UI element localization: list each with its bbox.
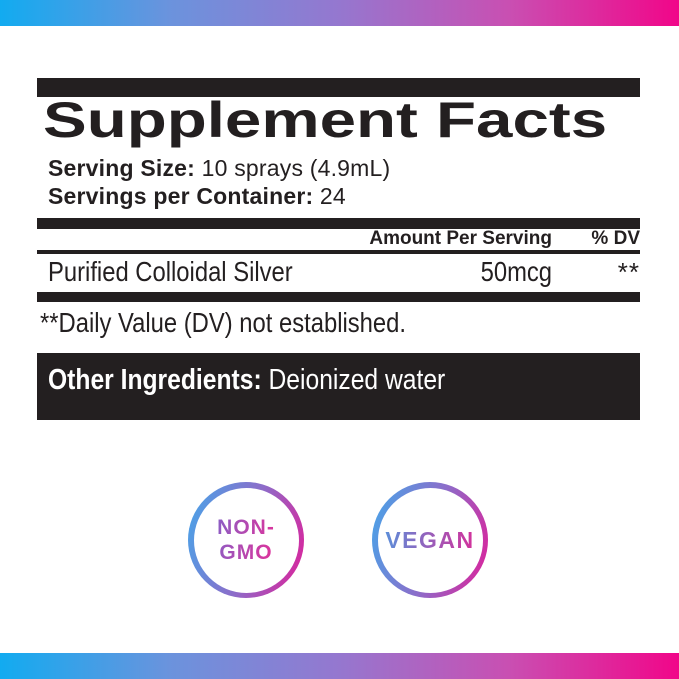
- ingredient-amount-cell: 50mcg: [468, 256, 552, 288]
- mid-black-bar: [37, 218, 640, 229]
- ingredient-rule: [37, 292, 640, 302]
- serving-size-label: Serving Size:: [48, 155, 196, 181]
- vegan-badge-label: VEGAN: [385, 527, 475, 553]
- ingredient-dv-cell: **: [617, 256, 640, 287]
- ingredient-name-cell: Purified Colloidal Silver: [48, 256, 468, 288]
- column-header-row: Amount Per Serving % DV: [48, 228, 640, 250]
- table-row: Purified Colloidal Silver 50mcg **: [48, 252, 640, 292]
- other-ingredients-text: Other Ingredients: Deionized water: [48, 363, 445, 397]
- bottom-gradient-bar: [0, 653, 679, 679]
- other-ingredients-line: Other Ingredients: Deionized water: [48, 363, 629, 397]
- servings-per-container-line: Servings per Container: 24: [48, 182, 628, 210]
- non-gmo-badge: NON- GMO: [188, 482, 304, 598]
- ingredient-amount: 50mcg: [480, 256, 552, 287]
- serving-info: Serving Size: 10 sprays (4.9mL) Servings…: [48, 154, 628, 210]
- vegan-badge-inner: VEGAN: [377, 487, 483, 593]
- serving-size-line: Serving Size: 10 sprays (4.9mL): [48, 154, 628, 182]
- header-rule: [37, 250, 640, 254]
- other-ingredients-label: Other Ingredients:: [48, 364, 262, 396]
- servings-per-container-label: Servings per Container:: [48, 183, 314, 209]
- page-title: Supplement Facts: [43, 92, 608, 148]
- top-gradient-bar: [0, 0, 679, 26]
- non-gmo-badge-inner: NON- GMO: [193, 487, 299, 593]
- servings-per-container-value: 24: [319, 183, 346, 209]
- other-ingredients-value: Deionized water: [268, 364, 446, 396]
- other-ingredients-box: Other Ingredients: Deionized water: [37, 353, 640, 420]
- top-black-bar: [37, 78, 640, 97]
- percent-dv-header: % DV: [591, 228, 640, 249]
- daily-value-footnote: **Daily Value (DV) not established.: [40, 307, 407, 338]
- vegan-badge: VEGAN: [372, 482, 488, 598]
- amount-per-serving-header: Amount Per Serving: [369, 228, 552, 249]
- serving-size-value: 10 sprays (4.9mL): [201, 155, 391, 181]
- ingredient-name: Purified Colloidal Silver: [48, 256, 293, 287]
- non-gmo-badge-label: NON- GMO: [217, 516, 275, 564]
